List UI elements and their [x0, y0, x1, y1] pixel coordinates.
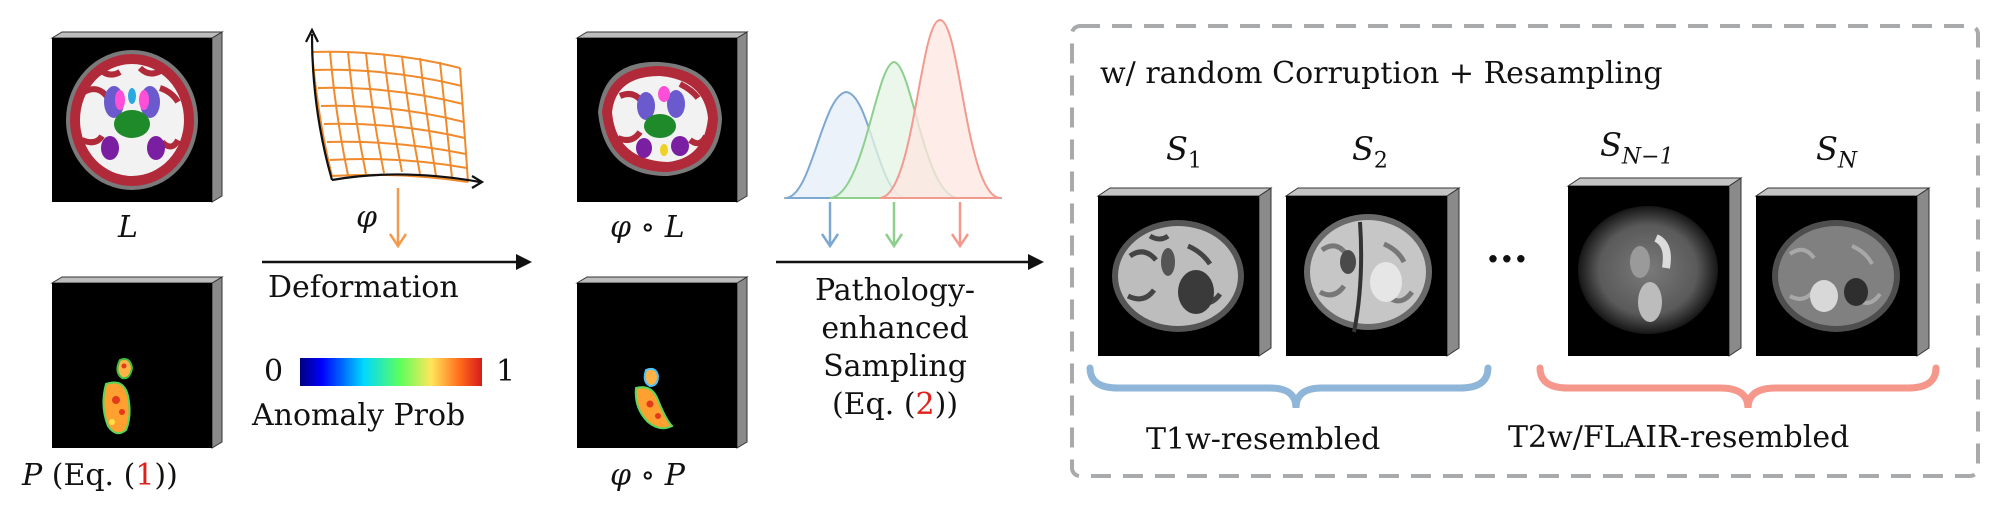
label-phi-P: φ ∘ P — [610, 458, 685, 493]
sn1-sub: N−1 — [1621, 144, 1674, 170]
pathology-eq-open: (Eq. ( — [831, 387, 916, 422]
warped-label-tile — [575, 31, 749, 203]
label-s2: S2 — [1352, 130, 1388, 173]
label-deformation: Deformation — [268, 270, 459, 305]
sn-base: S — [1816, 130, 1838, 168]
sampling-arrows — [820, 202, 970, 249]
label-P-eq-close: )) — [154, 458, 178, 493]
label-L: L — [118, 210, 138, 245]
phi-arrow — [388, 188, 408, 249]
anomaly-colorbar — [300, 358, 482, 386]
sn1-base: S — [1600, 126, 1622, 164]
label-P-eq-ref[interactable]: 1 — [135, 458, 155, 493]
label-phi-L: φ ∘ L — [610, 210, 685, 245]
s2-sub: 2 — [1373, 148, 1388, 174]
label-map-tile — [50, 31, 224, 203]
pathology-eq-ref[interactable]: 2 — [915, 387, 935, 422]
deformation-arrow — [262, 254, 532, 270]
s2-base: S — [1352, 130, 1374, 168]
pathology-line-1: Pathology- — [814, 273, 976, 308]
deformation-grid-icon — [305, 27, 485, 189]
colorbar-min-label: 0 — [264, 354, 284, 389]
label-sn-minus-1: SN−1 — [1600, 126, 1674, 169]
sample-sn-minus-1-tile — [1566, 177, 1743, 357]
label-sn: SN — [1816, 130, 1857, 173]
t2w-brace — [1536, 364, 1940, 409]
sample-s1-tile — [1096, 187, 1273, 357]
sample-sn-tile — [1754, 187, 1931, 357]
pathology-eq-close: )) — [934, 387, 959, 422]
pathology-line-3: Sampling — [823, 349, 967, 384]
corruption-box — [1070, 24, 1980, 478]
label-s1: S1 — [1166, 130, 1202, 173]
ellipsis: ··· — [1486, 236, 1528, 283]
anomaly-map-tile — [50, 276, 224, 449]
label-P-eq-open: (Eq. ( — [51, 458, 136, 493]
group-t2w-label: T2w/FLAIR-resembled — [1508, 420, 1850, 455]
pathology-eq: (Eq. (2)) — [800, 386, 990, 424]
label-phi: φ — [356, 200, 378, 235]
warped-anomaly-tile — [575, 276, 749, 449]
sn-sub: N — [1837, 148, 1858, 174]
distribution-curves-icon — [784, 18, 1002, 199]
colorbar-max-label: 1 — [496, 354, 516, 389]
box-title: w/ random Corruption + Resampling — [1100, 56, 1663, 91]
pathology-line-2: enhanced — [821, 311, 969, 346]
group-t1w-label: T1w-resembled — [1146, 422, 1381, 457]
s1-base: S — [1166, 130, 1188, 168]
colorbar-title: Anomaly Prob — [252, 398, 466, 433]
t1w-brace — [1086, 364, 1492, 409]
label-P-eq: P (Eq. (1)) — [22, 458, 178, 493]
s1-sub: 1 — [1187, 148, 1202, 174]
label-P-symbol: P — [22, 458, 43, 493]
sample-s2-tile — [1284, 187, 1461, 357]
label-pathology-sampling: Pathology- enhanced Sampling (Eq. (2)) — [800, 272, 990, 424]
sampling-arrow — [776, 254, 1044, 270]
